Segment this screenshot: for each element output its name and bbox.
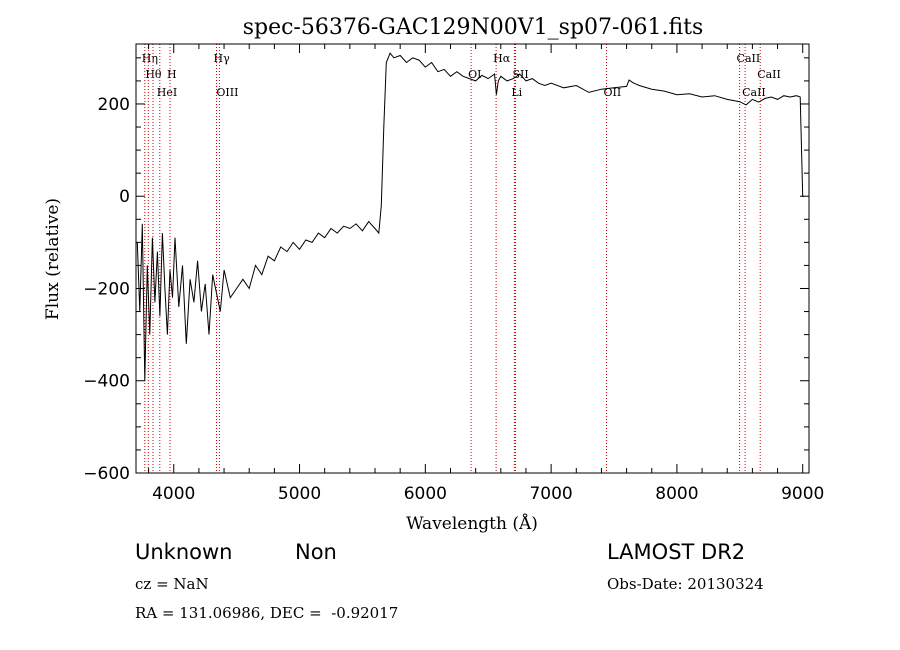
survey-name: LAMOST DR2 (607, 540, 746, 564)
line-marker-label: CaII (742, 86, 766, 99)
redshift-cz: cz = NaN (135, 575, 209, 593)
x-tick-label: 8000 (655, 484, 698, 504)
x-tick-label: 5000 (278, 484, 321, 504)
y-tick-label: −600 (83, 464, 130, 484)
line-marker-label: Hη (142, 52, 158, 65)
line-marker-label: H (167, 68, 177, 81)
y-tick-label: −400 (83, 372, 130, 392)
y-tick-label: −200 (83, 279, 130, 299)
line-marker-label: Hα (493, 52, 511, 65)
y-tick-label: 200 (98, 95, 130, 115)
x-tick-label: 9000 (781, 484, 824, 504)
line-marker-label: HeI (157, 86, 177, 99)
spectrum-series (136, 52, 804, 381)
x-tick-label: 7000 (529, 484, 572, 504)
coordinates: RA = 131.06986, DEC = -0.92017 (135, 604, 399, 622)
object-subclass: Non (295, 540, 337, 564)
spectral-line-markers: HηHθHeIHHγOIIIOIHαSIILiOIICaIICaIICaII (142, 44, 781, 473)
chart-title: spec-56376-GAC129N00V1_sp07-061.fits (243, 15, 704, 40)
line-marker-label: OI (468, 68, 481, 81)
x-axis-label: Wavelength (Å) (406, 513, 538, 534)
object-class: Unknown (135, 540, 233, 564)
observation-date: Obs-Date: 20130324 (607, 575, 764, 593)
x-tick-label: 6000 (404, 484, 447, 504)
y-tick-label: 0 (119, 187, 130, 207)
line-marker-label: OIII (216, 86, 238, 99)
spectrum-line (136, 52, 804, 381)
line-marker-label: CaII (757, 68, 781, 81)
x-tick-label: 4000 (152, 484, 195, 504)
axes-ticks: 4000 5000 6000 7000 8000 9000 200 0 −200 −400 −600 (83, 44, 824, 504)
line-marker-label: CaII (737, 52, 761, 65)
line-marker-label: Li (511, 86, 522, 99)
y-axis-label: Flux (relative) (43, 198, 63, 320)
line-marker-label: Hθ (145, 68, 162, 81)
plot-frame (135, 43, 810, 474)
line-marker-label: Hγ (214, 52, 231, 65)
line-marker-label: OII (603, 86, 621, 99)
